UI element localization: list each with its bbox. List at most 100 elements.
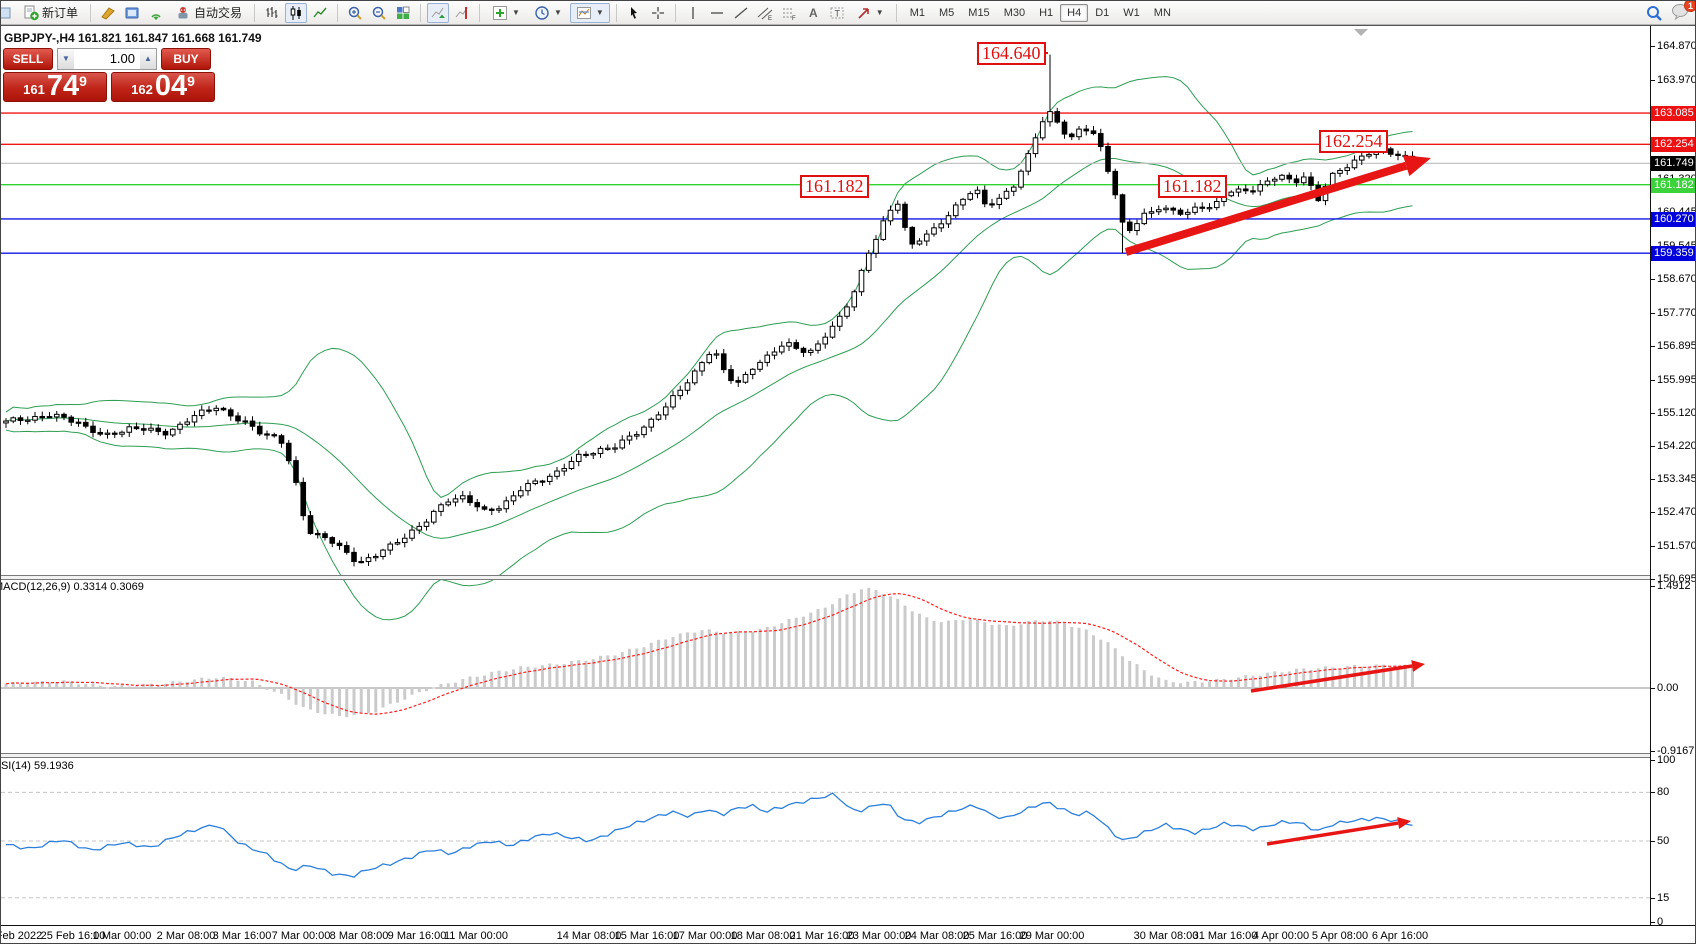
timeframe-button-m30[interactable]: M30 [997,4,1032,22]
cursor-tool-icon[interactable] [623,3,645,23]
price-axis-label: 163.970 [1657,73,1696,86]
signal-icon[interactable] [145,3,167,23]
bar-chart-mode-icon[interactable] [261,3,283,23]
date-axis-label: 11 Mar 00:00 [443,930,509,942]
date-axis[interactable]: Feb 2022 25 Feb 16:00 1 Mar 00:00 2 Mar 08:… [0,925,1695,943]
market-watch-icon[interactable] [121,3,143,23]
axis-tick [1651,586,1655,587]
channel-tool-icon[interactable]: E [754,3,776,23]
axis-tick [1651,897,1655,899]
autotrading-label: 自动交易 [194,6,243,20]
chart-shift-marker-icon[interactable] [1354,29,1368,36]
date-axis-label: 29 Mar 00:00 [1019,930,1085,942]
price-axis-label: 164.870 [1657,40,1696,52]
svg-text:E: E [768,16,772,21]
axis-tick [1651,446,1655,448]
price-line-label: 159.359 [1651,246,1695,262]
text-tool-icon[interactable]: A [802,3,824,23]
horizontal-line-tool-icon[interactable] [706,3,728,23]
axis-tick [1651,922,1655,923]
timeframe-button-w1[interactable]: W1 [1116,4,1147,22]
date-axis-label: 31 Mar 16:00 [1192,930,1258,942]
date-axis-label: 15 Mar 16:00 [614,930,680,942]
timeframe-button-h1[interactable]: H1 [1032,4,1060,22]
sell-price-display[interactable]: 161 74 9 [3,72,107,102]
vertical-line-tool-icon[interactable] [682,3,704,23]
arrows-tool-button[interactable]: ▼ [850,3,890,23]
fibonacci-tool-icon[interactable]: F [778,3,800,23]
notification-badge: 1 [1684,1,1695,12]
buy-price-display[interactable]: 162 04 9 [111,72,215,102]
date-axis-label: Feb 2022 [0,930,43,942]
svg-text:F: F [792,16,796,21]
price-axis-label: 154.220 [1657,440,1696,453]
autoscroll-icon[interactable] [427,2,450,23]
pane-splitter[interactable] [1,575,1695,580]
sell-button[interactable]: SELL [3,48,53,70]
sell-price-whole: 161 [23,82,45,97]
buy-button[interactable]: BUY [161,48,211,70]
date-axis-label: 3 Mar 16:00 [212,930,272,942]
axis-tick [1651,345,1655,347]
add-indicator-icon [493,5,508,20]
timeframe-button-d1[interactable]: D1 [1088,4,1116,22]
chat-button[interactable]: 1 [1671,1,1695,23]
search-icon[interactable] [1646,5,1663,22]
price-axis-label: 156.895 [1657,339,1696,352]
tile-windows-icon[interactable] [392,3,414,23]
pane-splitter[interactable] [1,753,1695,758]
text-label-tool-icon[interactable]: T [826,3,848,23]
volume-increase-button[interactable]: ▲ [140,49,156,69]
timeframe-button-h4[interactable]: H4 [1060,3,1089,22]
chart-window[interactable] [1,25,1695,943]
zoom-out-icon[interactable] [368,3,390,23]
zoom-in-icon[interactable] [344,3,366,23]
price-annotation[interactable]: 164.640 [977,42,1046,65]
axis-tick [1651,578,1655,580]
price-annotation[interactable]: 162.254 [1319,130,1388,153]
line-chart-mode-icon[interactable] [309,3,331,23]
axis-tick [1651,760,1655,761]
timeframe-clock-button[interactable]: ▼ [528,3,568,23]
template-icon [576,6,591,19]
timeframe-button-mn[interactable]: MN [1147,4,1178,22]
price-annotation[interactable]: 161.182 [1158,175,1227,198]
chat-bubble-icon [1672,4,1688,21]
date-axis-label: 23 Mar 00:00 [846,930,912,942]
axis-tick [1651,546,1655,547]
candlestick-mode-icon[interactable] [285,2,308,23]
date-axis-label: 5 Apr 08:00 [1311,930,1369,942]
date-axis-label: 18 Mar 08:00 [730,930,796,942]
volume-value[interactable]: 1.00 [109,51,135,66]
timeframe-button-m5[interactable]: M5 [932,4,961,22]
price-axis-label: 151.570 [1657,540,1696,552]
chart-shift-icon[interactable] [451,3,473,23]
timeframe-button-m1[interactable]: M1 [903,4,932,22]
price-annotation[interactable]: 161.182 [800,175,869,198]
svg-text:A: A [809,6,818,20]
macd-label: MACD(12,26,9) 0.3314 0.3069 [0,581,144,593]
template-button[interactable]: ▼ [569,2,610,23]
volume-decrease-button[interactable]: ▼ [58,49,74,69]
timeframe-button-m15[interactable]: M15 [961,4,996,22]
price-axis[interactable]: 164.870163.970161.320160.445159.545158.6… [1650,26,1696,928]
sell-price-point: 9 [79,73,87,89]
axis-tick [1651,46,1655,47]
date-axis-label: 25 Mar 16:00 [962,930,1028,942]
add-indicator-button[interactable]: ▼ [486,3,526,23]
axis-tick [1651,688,1655,689]
date-axis-label: 8 Mar 08:00 [329,930,389,942]
chevron-down-icon: ▼ [512,8,520,17]
metaeditor-icon[interactable] [97,3,119,23]
price-axis-label: 155.995 [1657,373,1696,386]
date-axis-label: 14 Mar 08:00 [556,930,622,942]
new-order-button[interactable]: 新订单 [17,3,84,23]
trendline-tool-icon[interactable] [730,3,752,23]
date-axis-label: 25 Feb 16:00 [40,930,106,942]
autotrading-button[interactable]: 自动交易 [169,3,248,23]
chart-window-icon[interactable] [1,3,15,23]
price-axis-label: 153.345 [1657,473,1696,486]
crosshair-tool-icon[interactable] [647,3,669,23]
price-axis-label: 0 [1657,916,1664,928]
date-axis-label: 6 Apr 16:00 [1371,930,1429,942]
